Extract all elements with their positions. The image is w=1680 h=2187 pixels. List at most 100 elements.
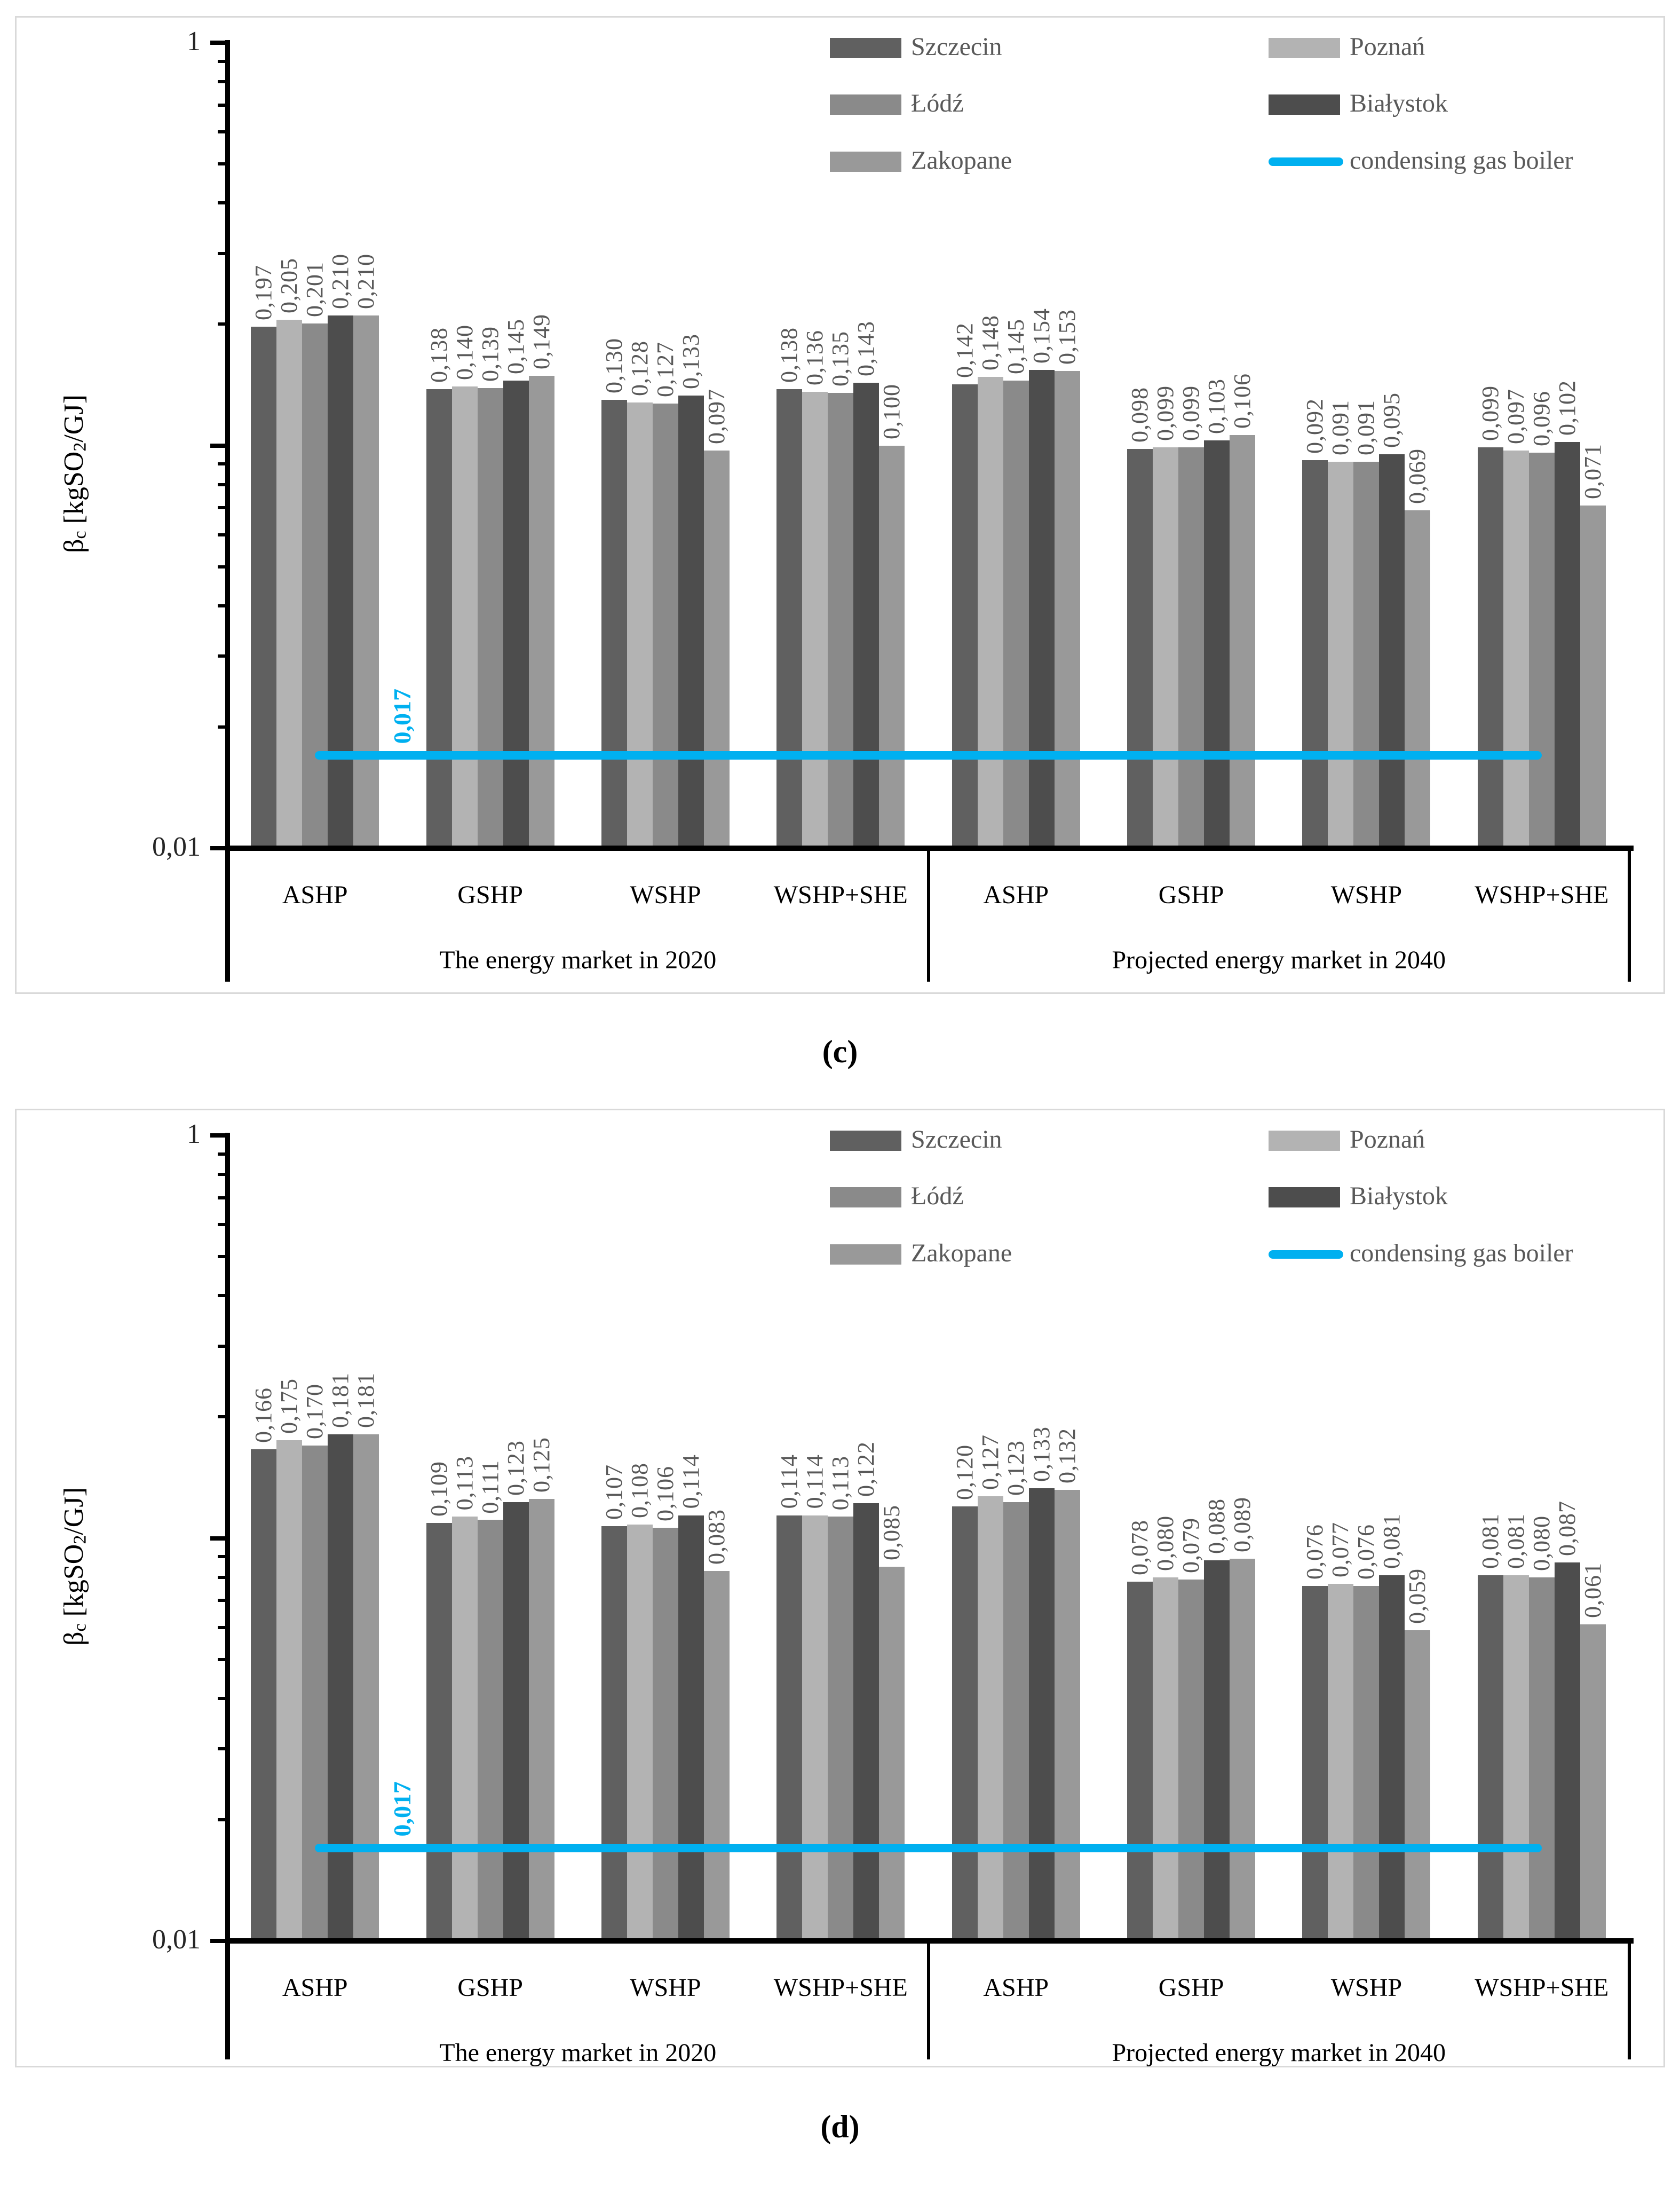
y-axis-minor-tick (218, 80, 227, 84)
bar-data-label: 0,096 (1528, 390, 1555, 446)
bar-białystok-wshp+she (1554, 1562, 1580, 1941)
scenario-group-title: Projected energy market in 2040 (1112, 946, 1446, 974)
bar-data-label: 0,135 (827, 331, 854, 387)
y-axis-minor-tick (218, 59, 227, 63)
bar-data-label: 0,103 (1203, 378, 1230, 434)
bar-data-label: 0,108 (626, 1463, 653, 1519)
bar-data-label: 0,138 (425, 327, 452, 383)
legend-label: Białystok (1350, 89, 1448, 117)
bar-data-label: 0,091 (1353, 400, 1380, 456)
bar-szczecin-ashp (251, 327, 277, 848)
reference-line-label: 0,017 (389, 688, 416, 744)
category-label-gshp: GSHP (457, 881, 523, 909)
bar-data-label: 0,205 (276, 258, 303, 314)
legend-swatch (830, 1187, 901, 1207)
bar-poznań-wshp (627, 1525, 653, 1941)
legend-label: condensing gas boiler (1350, 146, 1573, 175)
bar-zakopane-ashp (353, 1434, 379, 1941)
bar-data-label: 0,080 (1152, 1515, 1179, 1571)
y-axis-title-part: c (70, 531, 90, 539)
bar-łódź-wshp (1353, 462, 1380, 848)
y-axis-minor-tick (218, 1555, 227, 1559)
bar-data-label: 0,071 (1579, 443, 1606, 499)
legend-label: Białystok (1350, 1182, 1448, 1210)
y-axis-minor-tick (218, 1747, 227, 1750)
bar-szczecin-gshp (426, 1523, 452, 1941)
bar-data-label: 0,091 (1327, 400, 1354, 456)
y-axis-minor-tick (218, 1625, 227, 1629)
bar-poznań-wshp (1328, 1584, 1354, 1941)
bar-data-label: 0,130 (600, 337, 627, 393)
bar-data-label: 0,166 (250, 1387, 277, 1443)
category-label-wshp+she: WSHP+SHE (773, 881, 908, 909)
bar-białystok-wshp (678, 1515, 704, 1941)
legend-swatch (1269, 1131, 1340, 1151)
bar-data-label: 0,106 (652, 1466, 678, 1522)
legend-label: Łódź (911, 89, 964, 117)
bar-zakopane-gshp (1230, 435, 1256, 848)
category-label-gshp: GSHP (1158, 881, 1224, 909)
bar-data-label: 0,092 (1302, 398, 1328, 454)
y-axis-title-part: β (59, 1632, 89, 1646)
bar-data-label: 0,133 (1028, 1426, 1055, 1482)
y-axis-major-tick (210, 41, 229, 45)
bar-zakopane-ashp (353, 315, 379, 848)
legend-swatch-line (1269, 157, 1343, 166)
bar-białystok-wshp+she (1554, 442, 1580, 848)
bar-data-label: 0,210 (327, 254, 354, 310)
y-axis-minor-tick (218, 322, 227, 326)
bar-data-label: 0,197 (250, 265, 277, 321)
y-axis-minor-tick (218, 1152, 227, 1156)
bar-szczecin-wshp (601, 399, 627, 848)
bar-szczecin-wshp (601, 1526, 627, 1941)
bar-poznań-ashp (276, 1440, 303, 1941)
legend-swatch (830, 1244, 901, 1265)
bar-szczecin-wshp (1302, 460, 1328, 848)
bar-białystok-wshp+she (853, 383, 879, 848)
bar-data-label: 0,102 (1554, 380, 1580, 436)
figure-caption-d: (d) (820, 2109, 860, 2144)
bar-data-label: 0,120 (951, 1444, 978, 1500)
bar-szczecin-wshp (1302, 1586, 1328, 1941)
y-axis-title-part: /GJ] (59, 394, 89, 443)
bar-data-label: 0,210 (353, 254, 379, 310)
bar-poznań-ashp (977, 377, 1003, 848)
bar-szczecin-wshp+she (776, 1515, 803, 1941)
bar-poznań-wshp (627, 402, 653, 848)
y-axis-minor-tick (218, 1294, 227, 1298)
y-axis-minor-tick (218, 1344, 227, 1348)
legend-swatch (830, 152, 901, 172)
legend-swatch (830, 1131, 901, 1151)
y-axis-spine (225, 40, 230, 982)
y-axis-minor-tick (218, 1575, 227, 1579)
bar-zakopane-ashp (1054, 1489, 1080, 1941)
y-axis-major-tick (210, 443, 229, 448)
y-axis-title-part: 2 (70, 1535, 90, 1545)
bar-szczecin-gshp (1127, 1581, 1153, 1941)
bar-data-label: 0,076 (1353, 1524, 1380, 1580)
bar-data-label: 0,069 (1404, 448, 1431, 504)
bar-data-label: 0,061 (1579, 1562, 1606, 1618)
category-label-wshp: WSHP (1330, 881, 1402, 909)
bar-data-label: 0,133 (677, 334, 704, 390)
y-axis-title: βc [kgSO2/GJ] (58, 220, 90, 728)
category-label-wshp+she: WSHP+SHE (773, 1973, 908, 2002)
category-label-gshp: GSHP (1158, 1973, 1224, 2002)
category-group-separator (926, 848, 930, 982)
y-axis-label-bottom: 0,01 (152, 1924, 201, 1955)
chart-panel-d: Szczecin Poznań Łódź Białystok Zakopane conde… (15, 1109, 1665, 2067)
y-axis-label-top: 1 (187, 1119, 201, 1149)
bar-data-label: 0,122 (853, 1441, 879, 1497)
y-axis-minor-tick (218, 725, 227, 729)
bar-łódź-wshp+she (828, 1517, 854, 1941)
y-axis-major-tick (210, 1133, 229, 1138)
bar-data-label: 0,088 (1203, 1498, 1230, 1554)
bar-łódź-wshp (652, 404, 678, 848)
bar-łódź-ashp (1003, 1502, 1029, 1941)
bar-data-label: 0,079 (1178, 1517, 1204, 1573)
bar-data-label: 0,085 (878, 1504, 905, 1560)
bar-data-label: 0,132 (1053, 1427, 1080, 1483)
scenario-group-title: Projected energy market in 2040 (1112, 2039, 1446, 2067)
bar-zakopane-wshp (1405, 1630, 1431, 1941)
y-axis-minor-tick (218, 462, 227, 466)
